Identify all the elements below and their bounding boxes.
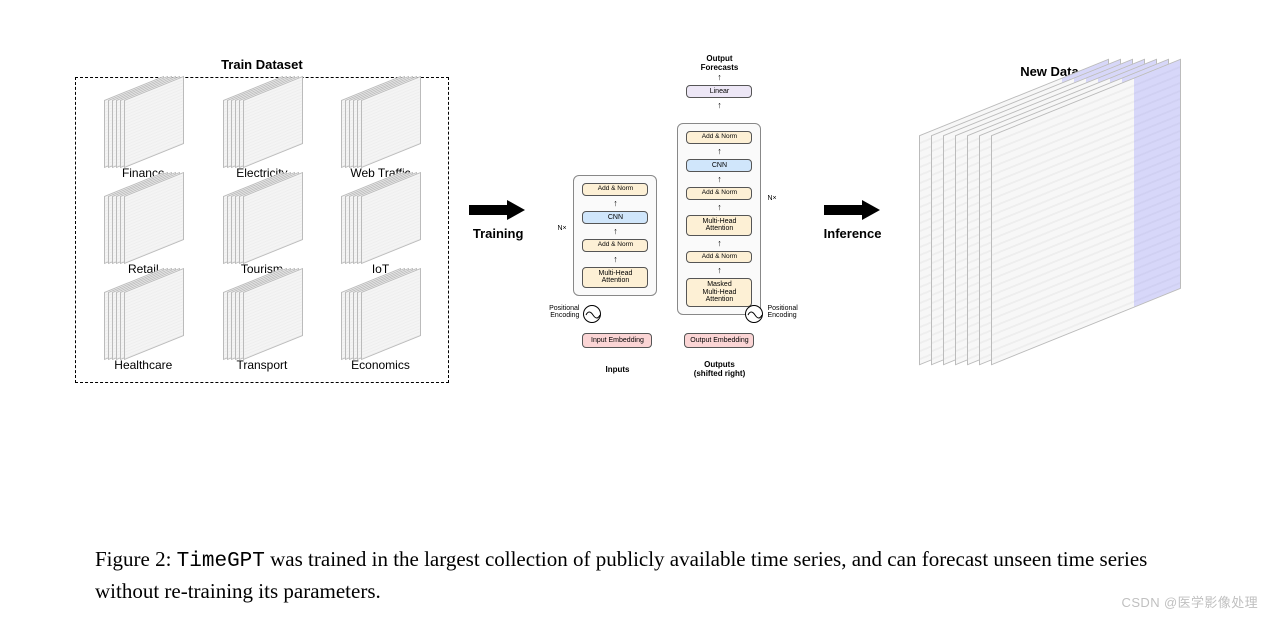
dataset-cell: Transport: [209, 280, 316, 372]
dataset-label: Transport: [209, 358, 316, 372]
dataset-cell: Finance: [90, 88, 197, 180]
output-embedding-block: Output Embedding: [684, 333, 754, 348]
cnn-block: CNN: [686, 159, 752, 172]
pe-icon: [583, 305, 601, 323]
sheet-stack: [341, 280, 419, 354]
inputs-label: Inputs: [572, 365, 662, 374]
pe-label-right: Positional Encoding: [767, 305, 805, 320]
nx-label: N×: [767, 195, 776, 202]
output-forecasts-label: Output Forecasts: [677, 55, 761, 73]
up-arrow-icon: ↑: [577, 227, 653, 236]
up-arrow-icon: ↑: [681, 203, 757, 212]
up-arrow-icon: ↑: [677, 101, 761, 110]
add-norm-block: Add & Norm: [582, 239, 648, 252]
linear-block: Linear: [686, 85, 752, 98]
up-arrow-icon: ↑: [677, 73, 761, 82]
mha-block: Multi-Head Attention: [582, 267, 648, 288]
dataset-cell: Retail: [90, 184, 197, 276]
transformer-model: Output Forecasts ↑ Linear ↑ Add & Norm ↑…: [547, 55, 803, 385]
training-label: Training: [473, 226, 524, 241]
new-data-stack: [919, 97, 1179, 377]
train-grid: FinanceElectricityWeb Traffic RetailTouri…: [75, 77, 449, 383]
decoder-box: Add & Norm ↑ CNN ↑ Add & Norm ↑ Multi-He…: [677, 123, 761, 315]
sheet-stack: [341, 88, 419, 162]
watermark: CSDN @医学影像处理: [1122, 592, 1258, 611]
figure-row: Train Dataset FinanceElectricityWeb Traf…: [75, 55, 1197, 385]
forecast-band: [1134, 60, 1180, 307]
up-arrow-icon: ↑: [681, 175, 757, 184]
add-norm-block: Add & Norm: [686, 131, 752, 144]
sheet-stack: [223, 88, 301, 162]
add-norm-block: Add & Norm: [582, 183, 648, 196]
outputs-shifted-label: Outputs (shifted right): [674, 360, 764, 378]
sheet-stack: [104, 88, 182, 162]
decoder-top: Output Forecasts ↑ Linear ↑: [677, 55, 761, 110]
train-dataset-panel: Train Dataset FinanceElectricityWeb Traf…: [75, 57, 449, 383]
up-arrow-icon: ↑: [681, 239, 757, 248]
up-arrow-icon: ↑: [681, 266, 757, 275]
up-arrow-icon: ↑: [681, 147, 757, 156]
arrow-icon: [469, 200, 527, 220]
inference-label: Inference: [824, 226, 882, 241]
input-embedding-block: Input Embedding: [582, 333, 652, 348]
add-norm-block: Add & Norm: [686, 187, 752, 200]
sheet-stack: [223, 280, 301, 354]
figure-caption: Figure 2: TimeGPT was trained in the lar…: [95, 545, 1177, 605]
sheet-stack: [104, 184, 182, 258]
cnn-block: CNN: [582, 211, 648, 224]
masked-mha-block: Masked Multi-Head Attention: [686, 278, 752, 306]
add-norm-block: Add & Norm: [686, 251, 752, 264]
dataset-cell: Web Traffic: [327, 88, 434, 180]
sheet-stack: [104, 280, 182, 354]
mha-block: Multi-Head Attention: [686, 215, 752, 236]
new-data-panel: New Data: [902, 64, 1197, 377]
sheet-stack: [341, 184, 419, 258]
pe-icon: [745, 305, 763, 323]
caption-code: TimeGPT: [177, 550, 265, 573]
dataset-label: Economics: [327, 358, 434, 372]
dataset-cell: Economics: [327, 280, 434, 372]
dataset-cell: Electricity: [209, 88, 316, 180]
nx-label: N×: [557, 225, 566, 232]
sheet-stack: [223, 184, 301, 258]
encoder-box: Add & Norm ↑ CNN ↑ Add & Norm ↑ Multi-He…: [573, 175, 657, 296]
training-arrow-block: Training: [459, 200, 538, 241]
inference-arrow-block: Inference: [813, 200, 892, 241]
dataset-cell: Tourism: [209, 184, 316, 276]
up-arrow-icon: ↑: [577, 255, 653, 264]
train-title: Train Dataset: [75, 57, 449, 72]
dataset-cell: Healthcare: [90, 280, 197, 372]
up-arrow-icon: ↑: [577, 199, 653, 208]
arrow-icon: [824, 200, 882, 220]
dataset-label: Healthcare: [90, 358, 197, 372]
caption-prefix: Figure 2:: [95, 547, 177, 571]
dataset-cell: IoT: [327, 184, 434, 276]
pe-label-left: Positional Encoding: [541, 305, 579, 320]
